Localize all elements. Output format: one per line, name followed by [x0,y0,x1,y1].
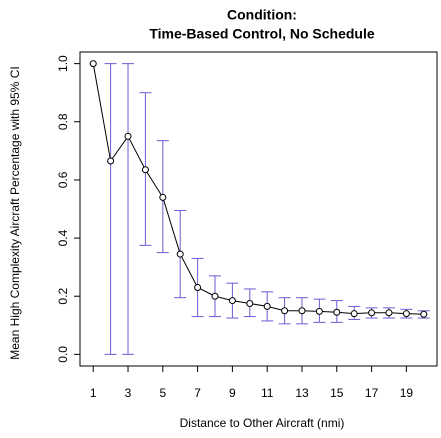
point [298,307,306,315]
chart-title: Time-Based Control, No Schedule [149,26,375,42]
chart-title: Condition: [227,7,297,23]
y-axis-label: Mean High Complexity Aircraft Percentage… [8,66,22,359]
point [420,310,428,318]
point [159,193,167,201]
x-tick-label: 5 [159,386,166,400]
point [368,309,376,317]
point [281,307,289,315]
x-tick-label: 19 [400,386,414,400]
x-tick-label: 11 [261,386,274,400]
point [141,166,149,174]
y-tick-label: 1.0 [56,55,70,72]
point [402,310,410,318]
x-tick-label: 3 [125,386,132,400]
point [107,157,115,165]
x-tick-label: 15 [330,386,344,400]
point [89,60,97,68]
y-tick-label: 0.4 [56,229,70,246]
point [228,297,236,305]
x-tick-label: 7 [194,386,201,400]
point [211,292,219,300]
point [124,132,132,140]
x-tick-label: 9 [229,386,236,400]
y-tick-label: 0.6 [56,171,70,188]
point [176,250,184,258]
point [246,299,254,307]
x-tick-label: 1 [90,386,97,400]
point [315,307,323,315]
point [194,284,202,291]
point [263,302,271,310]
x-tick-label: 17 [365,386,379,400]
point [333,308,341,316]
plot-frame [79,51,438,367]
x-axis-label: Distance to Other Aircraft (nmi) [180,416,345,430]
x-tick-label: 13 [295,386,309,400]
point [385,309,393,317]
y-tick-label: 0.2 [56,288,70,305]
y-tick-label: 0.8 [56,113,70,130]
line [92,63,424,315]
y-tick-label: 0.0 [56,346,70,363]
point [350,310,358,318]
